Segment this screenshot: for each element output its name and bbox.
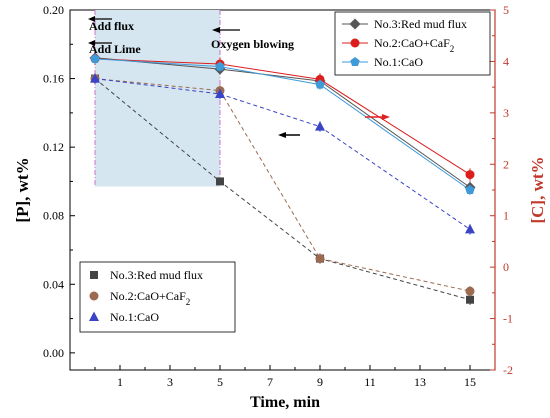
y-left-tick-label: 0.12 xyxy=(43,140,64,154)
x-tick-label: 7 xyxy=(267,375,273,389)
legend-c-marker xyxy=(349,18,361,30)
add-lime-arrow-head xyxy=(88,40,95,46)
c-point-no1 xyxy=(465,185,475,195)
legend-p-label: No.3:Red mud flux xyxy=(110,268,203,282)
p-point-no1_p xyxy=(465,223,475,234)
x-tick-label: 13 xyxy=(414,375,426,389)
y-right-tick-label: 4 xyxy=(503,54,509,68)
c-series-line-no3 xyxy=(94,57,471,188)
y-left-tick-label: 0.00 xyxy=(43,346,64,360)
p-point-no3_p xyxy=(466,295,474,304)
legend-c-marker xyxy=(350,38,360,48)
y-right-tick-label: 1 xyxy=(503,209,509,223)
p-point-no1_p xyxy=(215,88,225,98)
c-point-no1 xyxy=(315,79,325,89)
c-point-no1 xyxy=(90,53,100,63)
y-left-label: [P], wt% xyxy=(13,157,32,222)
y-right-tick-label: 2 xyxy=(503,157,509,171)
legend-p-label: No.2:CaO+CaF2 xyxy=(110,289,190,307)
shaded-region-layer xyxy=(94,10,221,187)
right-axis-arrow-head xyxy=(382,114,390,120)
x-tick-label: 3 xyxy=(167,375,173,389)
y-right-label: [C], wt% xyxy=(528,156,547,223)
axis-layer: 1 3 5 7 9 11 13 150.000.040.080.120.160.20-2-10… xyxy=(43,3,513,389)
x-axis-label: Time, min xyxy=(250,394,320,411)
legend-c-label: No.2:CaO+CaF2 xyxy=(374,36,454,54)
y-left-tick-label: 0.04 xyxy=(43,277,64,291)
p-series-line-no3_p xyxy=(94,78,471,301)
series-layer xyxy=(89,52,476,305)
legend-p-label: No.1:CaO xyxy=(110,310,159,324)
y-right-tick-label: 0 xyxy=(503,260,509,274)
x-tick-label: 5 xyxy=(217,375,223,389)
shaded-region xyxy=(95,10,220,187)
y-left-tick-label: 0.20 xyxy=(43,3,64,17)
c-series-line-no2 xyxy=(94,58,471,176)
x-tick-label: 1 xyxy=(117,375,123,389)
legend-p-marker xyxy=(89,311,99,321)
x-tick-label: 15 xyxy=(464,375,476,389)
y-left-tick-label: 0.08 xyxy=(43,209,64,223)
c-point-no2 xyxy=(465,170,475,180)
p-point-no2_p xyxy=(315,254,325,264)
p-point-no1_p xyxy=(90,73,100,83)
p-series-line-no1_p xyxy=(94,78,471,230)
x-tick-label: 11 xyxy=(364,375,376,389)
add-lime-label: Add Lime xyxy=(89,42,141,56)
y-right-tick-label: 5 xyxy=(503,3,509,17)
left-axis-arrow-head xyxy=(278,132,286,138)
c-series-line-no1 xyxy=(94,58,471,191)
legend-p: No.3:Red mud flux No.2:CaO+CaF2 No.1:CaO xyxy=(79,261,236,333)
y-right-tick-label: 3 xyxy=(503,106,509,120)
add-flux-label: Add flux xyxy=(89,19,134,33)
legend-c-marker xyxy=(350,57,360,67)
p-point-no2_p xyxy=(465,286,475,296)
oxygen-arrow-head xyxy=(212,27,220,33)
legend-p-marker xyxy=(90,271,98,279)
x-tick-label: 9 xyxy=(317,375,323,389)
p-point-no3_p xyxy=(216,177,224,186)
c-point-no1 xyxy=(215,61,225,71)
p-point-no1_p xyxy=(315,121,325,131)
legend-c-label: No.3:Red mud flux xyxy=(374,17,467,31)
legend-p-marker xyxy=(89,291,99,301)
add-flux-arrow-head xyxy=(88,16,95,22)
y-right-tick-label: -2 xyxy=(503,363,513,377)
y-left-tick-label: 0.16 xyxy=(43,72,64,86)
y-right-tick-label: -1 xyxy=(503,312,513,326)
legend-p-box xyxy=(79,261,236,333)
legend-c-label: No.1:CaO xyxy=(374,55,423,69)
annotations: Add flux Add Lime Oxygen blowing xyxy=(88,16,390,138)
oxygen-blowing-label: Oxygen blowing xyxy=(211,37,294,51)
